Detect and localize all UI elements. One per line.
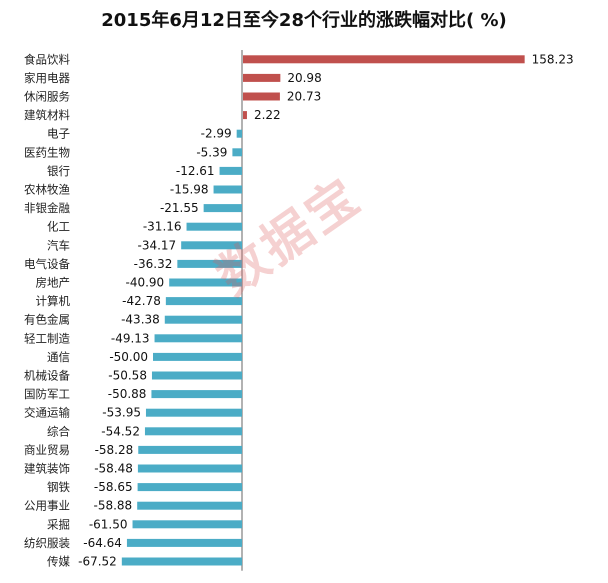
bar — [232, 148, 242, 157]
chart-title: 2015年6月12日至今28个行业的涨跌幅对比( %) — [101, 10, 507, 31]
category-label: 家用电器 — [24, 71, 70, 85]
category-label: 交通运输 — [24, 406, 70, 420]
data-label: -49.13 — [111, 331, 150, 345]
bar — [243, 92, 280, 101]
bar — [243, 55, 525, 64]
category-label: 综合 — [47, 424, 70, 438]
category-label: 非银金融 — [24, 201, 70, 215]
category-label: 国防军工 — [24, 387, 70, 401]
bar — [213, 185, 242, 194]
data-label: -43.38 — [121, 313, 160, 327]
bar — [236, 129, 242, 138]
bar — [132, 520, 242, 529]
data-label: -58.28 — [95, 443, 134, 457]
data-label: -21.55 — [160, 201, 199, 215]
category-label: 休闲服务 — [24, 90, 70, 104]
bar — [186, 222, 242, 231]
data-label: 20.98 — [287, 71, 321, 85]
category-label: 电气设备 — [24, 257, 70, 271]
category-label: 轻工制造 — [24, 331, 70, 345]
category-label: 采掘 — [47, 517, 70, 531]
category-label: 纺织服装 — [24, 536, 70, 550]
data-label: -54.52 — [101, 424, 140, 438]
bar — [243, 73, 281, 82]
category-label: 有色金属 — [24, 313, 70, 327]
data-label: -64.64 — [83, 536, 122, 550]
category-label: 建筑材料 — [24, 108, 70, 122]
data-label: -58.65 — [94, 480, 133, 494]
data-label: -50.88 — [108, 387, 147, 401]
data-label: -12.61 — [176, 164, 215, 178]
data-label: -42.78 — [122, 294, 161, 308]
bar — [153, 352, 242, 361]
category-label: 房地产 — [36, 276, 71, 290]
data-label: -40.90 — [126, 276, 165, 290]
category-label: 机械设备 — [24, 369, 70, 383]
bar — [137, 501, 242, 510]
bar — [121, 557, 242, 566]
category-label: 农林牧渔 — [24, 183, 70, 197]
category-label: 通信 — [47, 350, 70, 364]
category-label: 银行 — [47, 164, 70, 178]
data-label: -67.52 — [78, 555, 117, 569]
bar — [164, 315, 242, 324]
bar — [137, 483, 242, 492]
bar — [219, 166, 242, 175]
data-label: -58.88 — [94, 499, 133, 513]
bar — [203, 204, 242, 213]
category-label: 医药生物 — [24, 145, 70, 159]
data-label: -53.95 — [102, 406, 141, 420]
bar — [177, 259, 242, 268]
bar — [243, 111, 247, 120]
bar — [151, 390, 242, 399]
data-label: -50.00 — [109, 350, 148, 364]
bar — [145, 408, 242, 417]
category-label: 商业贸易 — [24, 443, 70, 457]
bar — [151, 371, 242, 380]
category-label: 汽车 — [47, 238, 70, 252]
data-label: -2.99 — [201, 127, 232, 141]
bar — [144, 427, 242, 436]
data-label: -61.50 — [89, 517, 128, 531]
data-label: -15.98 — [170, 183, 209, 197]
category-label: 食品饮料 — [24, 52, 70, 66]
data-label: 20.73 — [287, 90, 321, 104]
bar — [165, 297, 242, 306]
data-label: 158.23 — [532, 52, 574, 66]
category-label: 化工 — [47, 220, 70, 234]
data-label: -58.48 — [94, 462, 133, 476]
bar — [137, 464, 242, 473]
data-label: 2.22 — [254, 108, 281, 122]
category-label: 传媒 — [47, 555, 70, 569]
data-label: -5.39 — [196, 145, 227, 159]
category-label: 公用事业 — [24, 499, 70, 513]
data-label: -31.16 — [143, 220, 182, 234]
data-label: -34.17 — [137, 238, 176, 252]
data-label: -36.32 — [134, 257, 173, 271]
category-label: 计算机 — [36, 294, 71, 308]
data-label: -50.58 — [108, 369, 147, 383]
bar — [169, 278, 242, 287]
category-label: 钢铁 — [47, 480, 70, 494]
bar — [181, 241, 242, 250]
bar — [138, 445, 242, 454]
category-label: 建筑装饰 — [24, 462, 70, 476]
bar — [126, 538, 242, 547]
category-label: 电子 — [47, 127, 70, 141]
bar — [154, 334, 242, 343]
